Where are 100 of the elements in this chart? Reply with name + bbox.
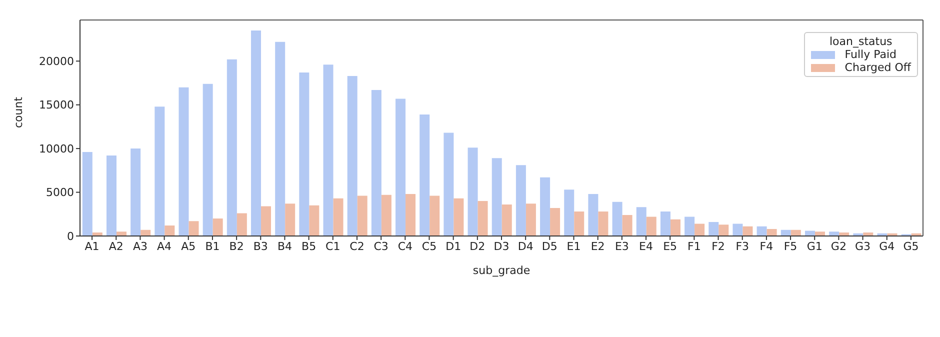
y-axis-title: count xyxy=(12,96,25,128)
bar xyxy=(430,196,440,236)
x-tick-label: D4 xyxy=(518,240,534,253)
x-tick-label: B5 xyxy=(302,240,316,253)
bar xyxy=(154,106,165,236)
bar xyxy=(396,98,406,236)
y-tick-label: 15000 xyxy=(39,98,74,112)
bar xyxy=(694,224,705,236)
bar xyxy=(381,194,392,236)
x-tick-label: B2 xyxy=(229,240,244,253)
x-tick-label: G4 xyxy=(879,240,895,253)
bar xyxy=(478,201,488,236)
bar xyxy=(732,224,743,236)
x-tick-label: G3 xyxy=(855,240,871,253)
x-tick-label: C2 xyxy=(350,240,364,253)
bar xyxy=(275,42,286,236)
bar xyxy=(790,230,801,236)
x-tick-label: F3 xyxy=(736,240,750,253)
y-tick-label: 20000 xyxy=(39,55,74,68)
legend-label: Charged Off xyxy=(844,61,911,74)
bar xyxy=(588,194,598,236)
bar xyxy=(323,64,334,236)
bar xyxy=(516,165,526,236)
bar xyxy=(646,216,656,236)
bar xyxy=(371,90,382,236)
bar xyxy=(140,230,151,236)
bar xyxy=(347,76,358,236)
bar xyxy=(106,156,116,236)
bar xyxy=(454,198,464,236)
x-tick-label: D5 xyxy=(542,240,558,253)
x-tick-label: C5 xyxy=(422,240,437,253)
bar xyxy=(684,216,695,236)
bar xyxy=(188,221,199,236)
bar xyxy=(622,215,632,236)
x-tick-label: D3 xyxy=(494,240,510,253)
y-tick-label: 10000 xyxy=(39,142,74,156)
bar xyxy=(309,205,320,236)
bar xyxy=(468,148,478,236)
y-tick-label: 0 xyxy=(67,230,74,243)
bar xyxy=(766,229,777,236)
bar xyxy=(226,59,237,236)
bar xyxy=(612,202,622,236)
x-tick-label: C3 xyxy=(374,240,388,253)
x-axis-title: sub_grade xyxy=(472,264,530,277)
legend-label: Fully Paid xyxy=(844,48,897,61)
x-tick-label: F5 xyxy=(784,240,798,253)
bar xyxy=(829,232,840,236)
x-tick-label: F1 xyxy=(688,240,701,253)
x-tick-label: G2 xyxy=(830,240,846,253)
bar xyxy=(236,213,247,236)
x-tick-label: A5 xyxy=(181,240,196,253)
bar xyxy=(526,204,536,236)
bar xyxy=(660,212,670,236)
x-tick-label: B1 xyxy=(205,240,220,253)
bar xyxy=(299,72,310,236)
bar xyxy=(406,194,416,236)
x-tick-label: F2 xyxy=(712,240,725,253)
x-tick-label: E4 xyxy=(639,240,653,253)
x-tick-label: F4 xyxy=(760,240,774,253)
x-tick-label: A2 xyxy=(108,240,124,253)
bar xyxy=(718,224,729,236)
bar xyxy=(164,226,175,236)
x-tick-label: A3 xyxy=(132,240,148,253)
bar xyxy=(564,190,574,236)
bar xyxy=(756,226,767,236)
x-tick-label: B3 xyxy=(253,240,268,253)
bar xyxy=(202,84,213,236)
bar xyxy=(116,232,126,236)
bar xyxy=(574,212,584,236)
bar xyxy=(261,206,272,236)
bar xyxy=(598,212,608,236)
bar xyxy=(212,218,223,236)
bar xyxy=(285,204,296,236)
bar xyxy=(502,204,512,236)
bar xyxy=(251,30,262,236)
x-tick-label: D1 xyxy=(446,240,462,253)
x-tick-label: B4 xyxy=(277,240,292,253)
bar xyxy=(814,232,825,236)
x-tick-label: E2 xyxy=(590,240,605,253)
x-tick-label: E3 xyxy=(614,240,629,253)
bar xyxy=(708,222,719,236)
bar xyxy=(333,198,344,236)
bar xyxy=(780,230,791,236)
bar xyxy=(742,226,753,236)
x-tick-label: E5 xyxy=(663,240,678,253)
bar xyxy=(357,196,368,236)
bar xyxy=(420,114,430,236)
bar xyxy=(670,219,680,236)
x-tick-label: E1 xyxy=(566,240,581,253)
x-tick-label: G1 xyxy=(806,240,822,253)
bar xyxy=(550,208,560,236)
bar xyxy=(130,148,141,236)
x-tick-label: D2 xyxy=(470,240,486,253)
x-tick-label: A1 xyxy=(84,240,100,253)
bar xyxy=(444,132,454,236)
y-tick-label: 5000 xyxy=(46,186,74,200)
bar xyxy=(178,87,189,236)
x-tick-label: C4 xyxy=(398,240,412,253)
bar xyxy=(82,152,92,236)
legend-title: loan_status xyxy=(828,35,894,48)
